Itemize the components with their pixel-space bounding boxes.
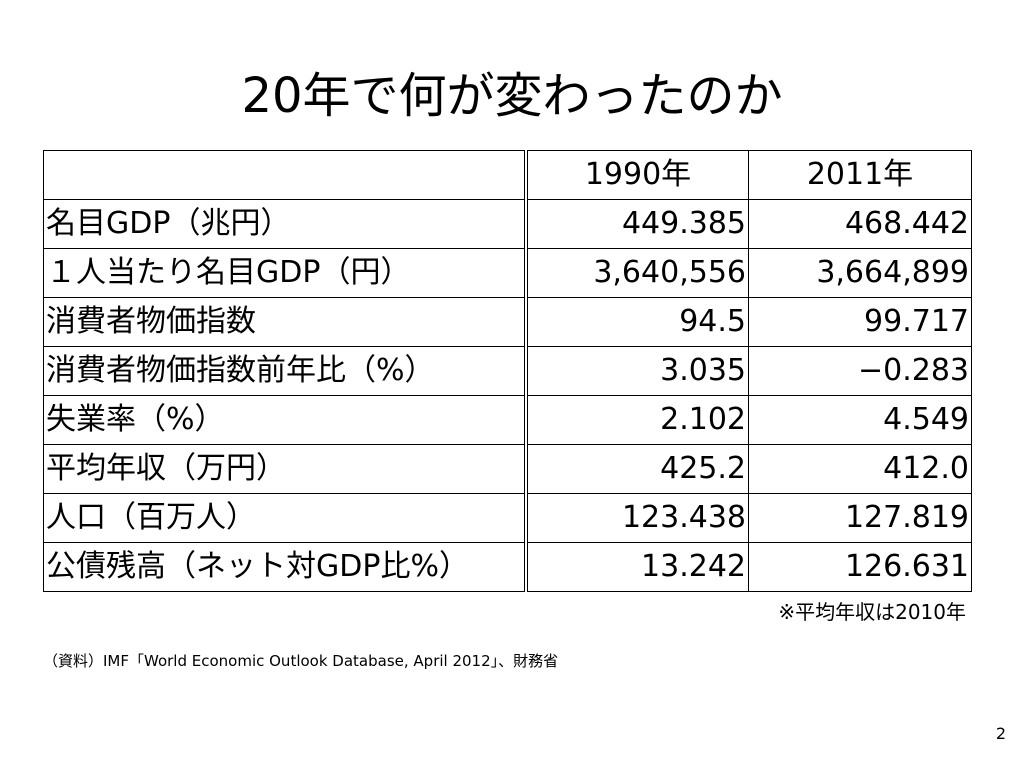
table-cell: 失業率（%） <box>43 395 528 445</box>
page-number: 2 <box>995 724 1006 743</box>
table-cell: 人口（百万人） <box>43 493 528 543</box>
table-cell: 3,640,556 <box>525 248 749 298</box>
table-cell: 消費者物価指数前年比（%） <box>43 346 528 396</box>
table-row: 人口（百万人） 123.438 127.819 <box>43 493 972 543</box>
table-cell: １人当たり名目GDP（円） <box>43 248 528 298</box>
header-cell: 1990年 <box>525 150 749 200</box>
table-cell: 2.102 <box>525 395 749 445</box>
table-cell: 468.442 <box>748 199 972 249</box>
table-row: 消費者物価指数前年比（%） 3.035 −0.283 <box>43 346 972 396</box>
table-cell: 449.385 <box>525 199 749 249</box>
table-row: 公債残高（ネット対GDP比%） 13.242 126.631 <box>43 542 972 592</box>
table-cell: 4.549 <box>748 395 972 445</box>
table-cell: 平均年収（万円） <box>43 444 528 494</box>
header-cell: 2011年 <box>748 150 972 200</box>
table-cell: 425.2 <box>525 444 749 494</box>
table-row: 1990年 2011年 <box>43 150 972 200</box>
table-cell: 名目GDP（兆円） <box>43 199 528 249</box>
table-cell: 123.438 <box>525 493 749 543</box>
table-cell: 公債残高（ネット対GDP比%） <box>43 542 528 592</box>
table-cell: 99.717 <box>748 297 972 347</box>
table-cell: 127.819 <box>748 493 972 543</box>
table-cell: 126.631 <box>748 542 972 592</box>
table-cell: 13.242 <box>525 542 749 592</box>
table-row: 平均年収（万円） 425.2 412.0 <box>43 444 972 494</box>
table-row: １人当たり名目GDP（円） 3,640,556 3,664,899 <box>43 248 972 298</box>
table-row: 失業率（%） 2.102 4.549 <box>43 395 972 445</box>
table-cell: 412.0 <box>748 444 972 494</box>
table-cell: 3.035 <box>525 346 749 396</box>
table-row: 消費者物価指数 94.5 99.717 <box>43 297 972 347</box>
table-row: 名目GDP（兆円） 449.385 468.442 <box>43 199 972 249</box>
table-cell: 消費者物価指数 <box>43 297 528 347</box>
table-cell: −0.283 <box>748 346 972 396</box>
data-table: 1990年 2011年 名目GDP（兆円） 449.385 468.442 １人当たり名目… <box>43 150 972 592</box>
table-cell: 3,664,899 <box>748 248 972 298</box>
slide-title: 20年で何が変わったのか <box>241 68 783 124</box>
source: （資料）IMF「World Economic Outlook Database,… <box>43 652 559 670</box>
header-cell <box>43 150 528 200</box>
table-cell: 94.5 <box>525 297 749 347</box>
note: ※平均年収は2010年 <box>778 600 966 624</box>
